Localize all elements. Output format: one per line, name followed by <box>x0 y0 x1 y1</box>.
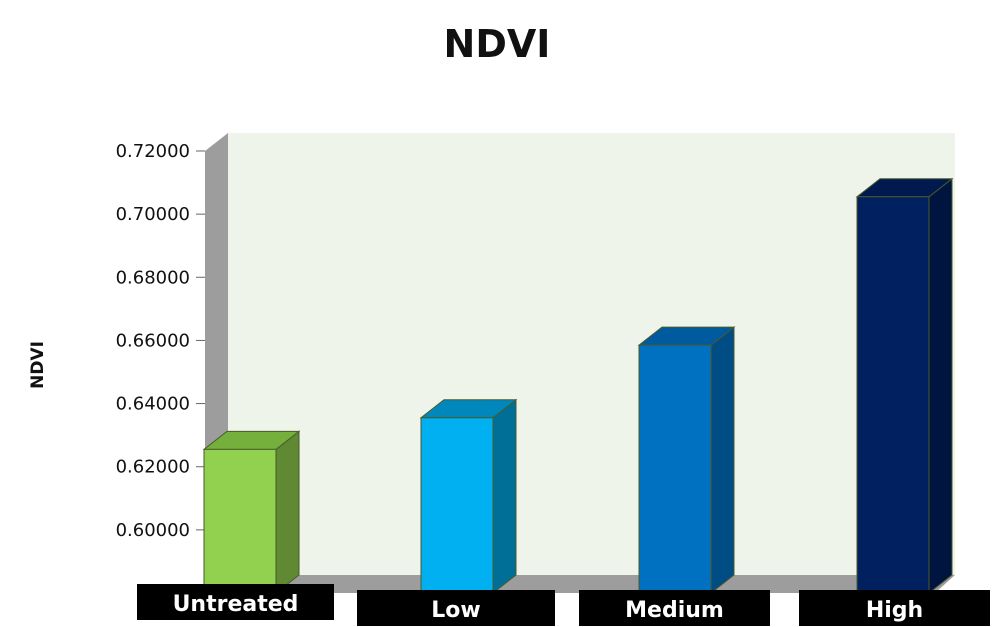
y-tick-label: 0.60000 <box>116 520 190 541</box>
bar-side <box>710 326 735 595</box>
category-labels: Untreated Low Medium High <box>137 584 990 626</box>
category-label-untreated: Untreated <box>137 584 334 620</box>
bar-side <box>492 398 517 595</box>
y-tick-label: 0.68000 <box>116 267 190 288</box>
bar-medium <box>637 326 736 595</box>
category-label-low: Low <box>357 590 555 626</box>
category-text: Low <box>431 598 480 623</box>
category-box <box>357 590 555 626</box>
bar-front <box>638 344 712 594</box>
bar-side <box>928 177 953 595</box>
bars <box>202 177 954 595</box>
y-tick-label: 0.70000 <box>116 204 190 225</box>
category-box <box>579 590 770 626</box>
chart-walls <box>205 133 955 593</box>
bar-side <box>275 430 300 595</box>
category-label-high: High <box>799 590 990 626</box>
bar-low <box>419 398 518 595</box>
category-text: High <box>866 598 923 623</box>
floor <box>205 575 955 593</box>
bar-front <box>856 196 930 594</box>
chart-title: NDVI <box>443 22 551 66</box>
bar-untreated <box>202 430 301 595</box>
category-box <box>799 590 990 626</box>
y-tick-label: 0.62000 <box>116 457 190 478</box>
plot-area <box>228 133 955 575</box>
category-text: Untreated <box>173 592 299 617</box>
category-text: Medium <box>625 598 724 623</box>
y-axis-ticks: 0.580.600000.620000.640000.660000.680000… <box>116 141 205 604</box>
y-tick-label: 0.72000 <box>116 141 190 162</box>
y-tick-label: 0.64000 <box>116 394 190 415</box>
category-box <box>137 584 334 620</box>
y-tick-label: 0.66000 <box>116 330 190 351</box>
category-label-medium: Medium <box>579 590 770 626</box>
bar-front <box>420 417 494 594</box>
bar-high <box>855 177 954 595</box>
bar-front <box>203 448 277 594</box>
